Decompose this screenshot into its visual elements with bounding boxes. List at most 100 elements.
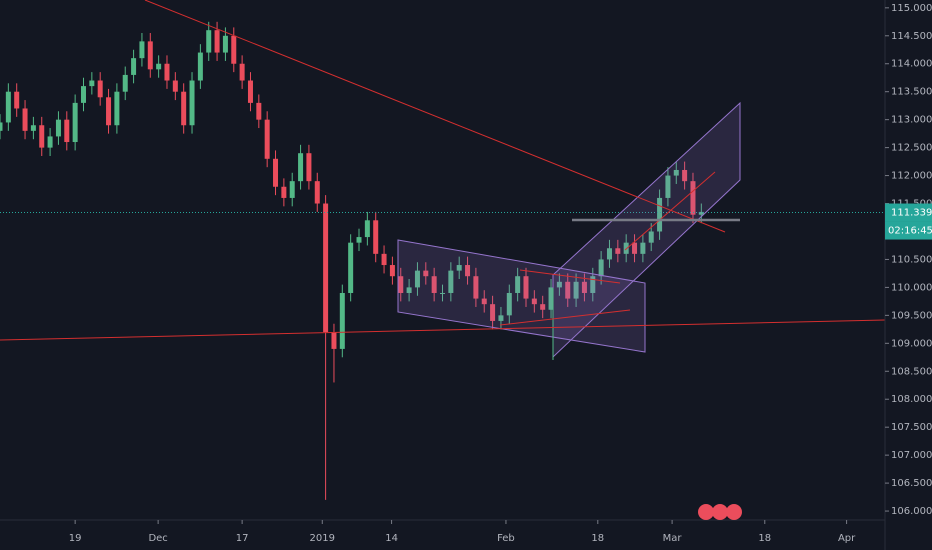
- candle-body: [47, 136, 53, 148]
- y-tick-label: 112.000: [891, 171, 932, 182]
- candle-body: [14, 91, 20, 109]
- candle-body: [598, 259, 604, 277]
- candle-body: [556, 281, 562, 288]
- drawings: [0, 0, 886, 360]
- candle-body: [698, 211, 704, 215]
- y-tick-label: 110.000: [891, 282, 932, 293]
- candle-body: [206, 30, 212, 53]
- candle-body: [273, 158, 279, 187]
- y-tick-label: 107.500: [891, 422, 932, 433]
- candle-body: [247, 80, 253, 103]
- candle-body: [573, 281, 579, 299]
- candle-body: [423, 270, 429, 277]
- candle-body: [690, 181, 696, 215]
- countdown-label: 02:16:45: [888, 226, 932, 237]
- candle-body: [348, 242, 354, 293]
- candle-body: [490, 304, 496, 321]
- candle-body: [314, 181, 320, 204]
- y-tick-label: 109.500: [891, 310, 932, 321]
- candle-body: [222, 35, 228, 53]
- last-price-label: 111.339: [891, 208, 932, 219]
- candle-body: [590, 276, 596, 293]
- trendline: [519, 269, 621, 284]
- candle-body: [147, 41, 153, 70]
- candle-body: [281, 186, 287, 198]
- candle-body: [623, 242, 629, 254]
- candle-body: [465, 265, 471, 277]
- candle-body: [381, 253, 387, 266]
- candle-body: [189, 80, 195, 126]
- candle-body: [298, 153, 304, 182]
- axes: 106.000 106.500 107.000 107.500 108.000 108.5…: [69, 3, 932, 544]
- candle-body: [615, 248, 621, 254]
- candle-body: [640, 242, 646, 254]
- x-tick-label: Feb: [497, 533, 515, 544]
- candle-body: [657, 197, 663, 232]
- candle-body: [256, 102, 262, 120]
- x-tick-label: Apr: [838, 533, 856, 544]
- candle-body: [239, 63, 245, 81]
- candle-body: [122, 74, 128, 92]
- candle-body: [531, 298, 537, 305]
- candle-body: [398, 276, 404, 293]
- candle-body: [5, 91, 11, 123]
- x-tick-label: 17: [236, 533, 249, 544]
- candle-body: [364, 220, 370, 238]
- candle-body: [97, 80, 103, 98]
- candle-body: [106, 97, 112, 126]
- x-tick-label: 18: [591, 533, 604, 544]
- candle-body: [431, 276, 437, 293]
- badge-icon: [726, 504, 742, 520]
- candle-body: [648, 231, 654, 243]
- candle-body: [231, 35, 237, 64]
- candle-body: [448, 270, 454, 293]
- candle-body: [481, 298, 487, 305]
- candle-body: [55, 119, 61, 137]
- candle-body: [156, 63, 162, 70]
- y-tick-label: 115.000: [891, 3, 932, 14]
- candle-body: [197, 52, 203, 81]
- candle-body: [606, 248, 612, 260]
- candle-body: [289, 181, 295, 198]
- candle-body: [373, 220, 379, 254]
- candle-body: [181, 91, 187, 126]
- candle-body: [80, 86, 86, 103]
- y-tick-label: 106.000: [891, 506, 932, 517]
- candle-body: [473, 276, 479, 299]
- y-tick-label: 113.000: [891, 115, 932, 126]
- candle-body: [632, 242, 638, 254]
- candle-body: [331, 332, 337, 349]
- y-tick-label: 112.500: [891, 143, 932, 154]
- x-tick-label: Dec: [148, 533, 167, 544]
- badge-icon: [712, 504, 728, 520]
- candle-body: [164, 63, 170, 81]
- candle-body: [406, 287, 412, 293]
- x-tick-label: 19: [69, 533, 82, 544]
- y-tick-label: 114.500: [891, 31, 932, 42]
- candle-body: [114, 91, 120, 126]
- trendline: [624, 171, 716, 251]
- candle-body: [498, 315, 504, 321]
- candle-body: [264, 119, 270, 159]
- x-tick-label: 14: [385, 533, 398, 544]
- candle-body: [306, 153, 312, 182]
- candle-body: [389, 265, 395, 277]
- last-price-box: [885, 203, 932, 222]
- candle-body: [30, 125, 36, 131]
- candle-body: [89, 80, 95, 87]
- candle-body: [581, 281, 587, 293]
- candle-body: [515, 276, 521, 293]
- channel: [397, 239, 646, 353]
- candle-body: [456, 265, 462, 271]
- candle-body: [565, 281, 571, 299]
- candle-body: [673, 169, 679, 176]
- candle-body: [548, 287, 554, 310]
- y-tick-label: 108.000: [891, 394, 932, 405]
- trendline: [0, 319, 886, 341]
- candle-body: [72, 102, 78, 143]
- x-tick-label: 2019: [310, 533, 335, 544]
- y-tick-label: 108.500: [891, 366, 932, 377]
- candle-body: [414, 270, 420, 288]
